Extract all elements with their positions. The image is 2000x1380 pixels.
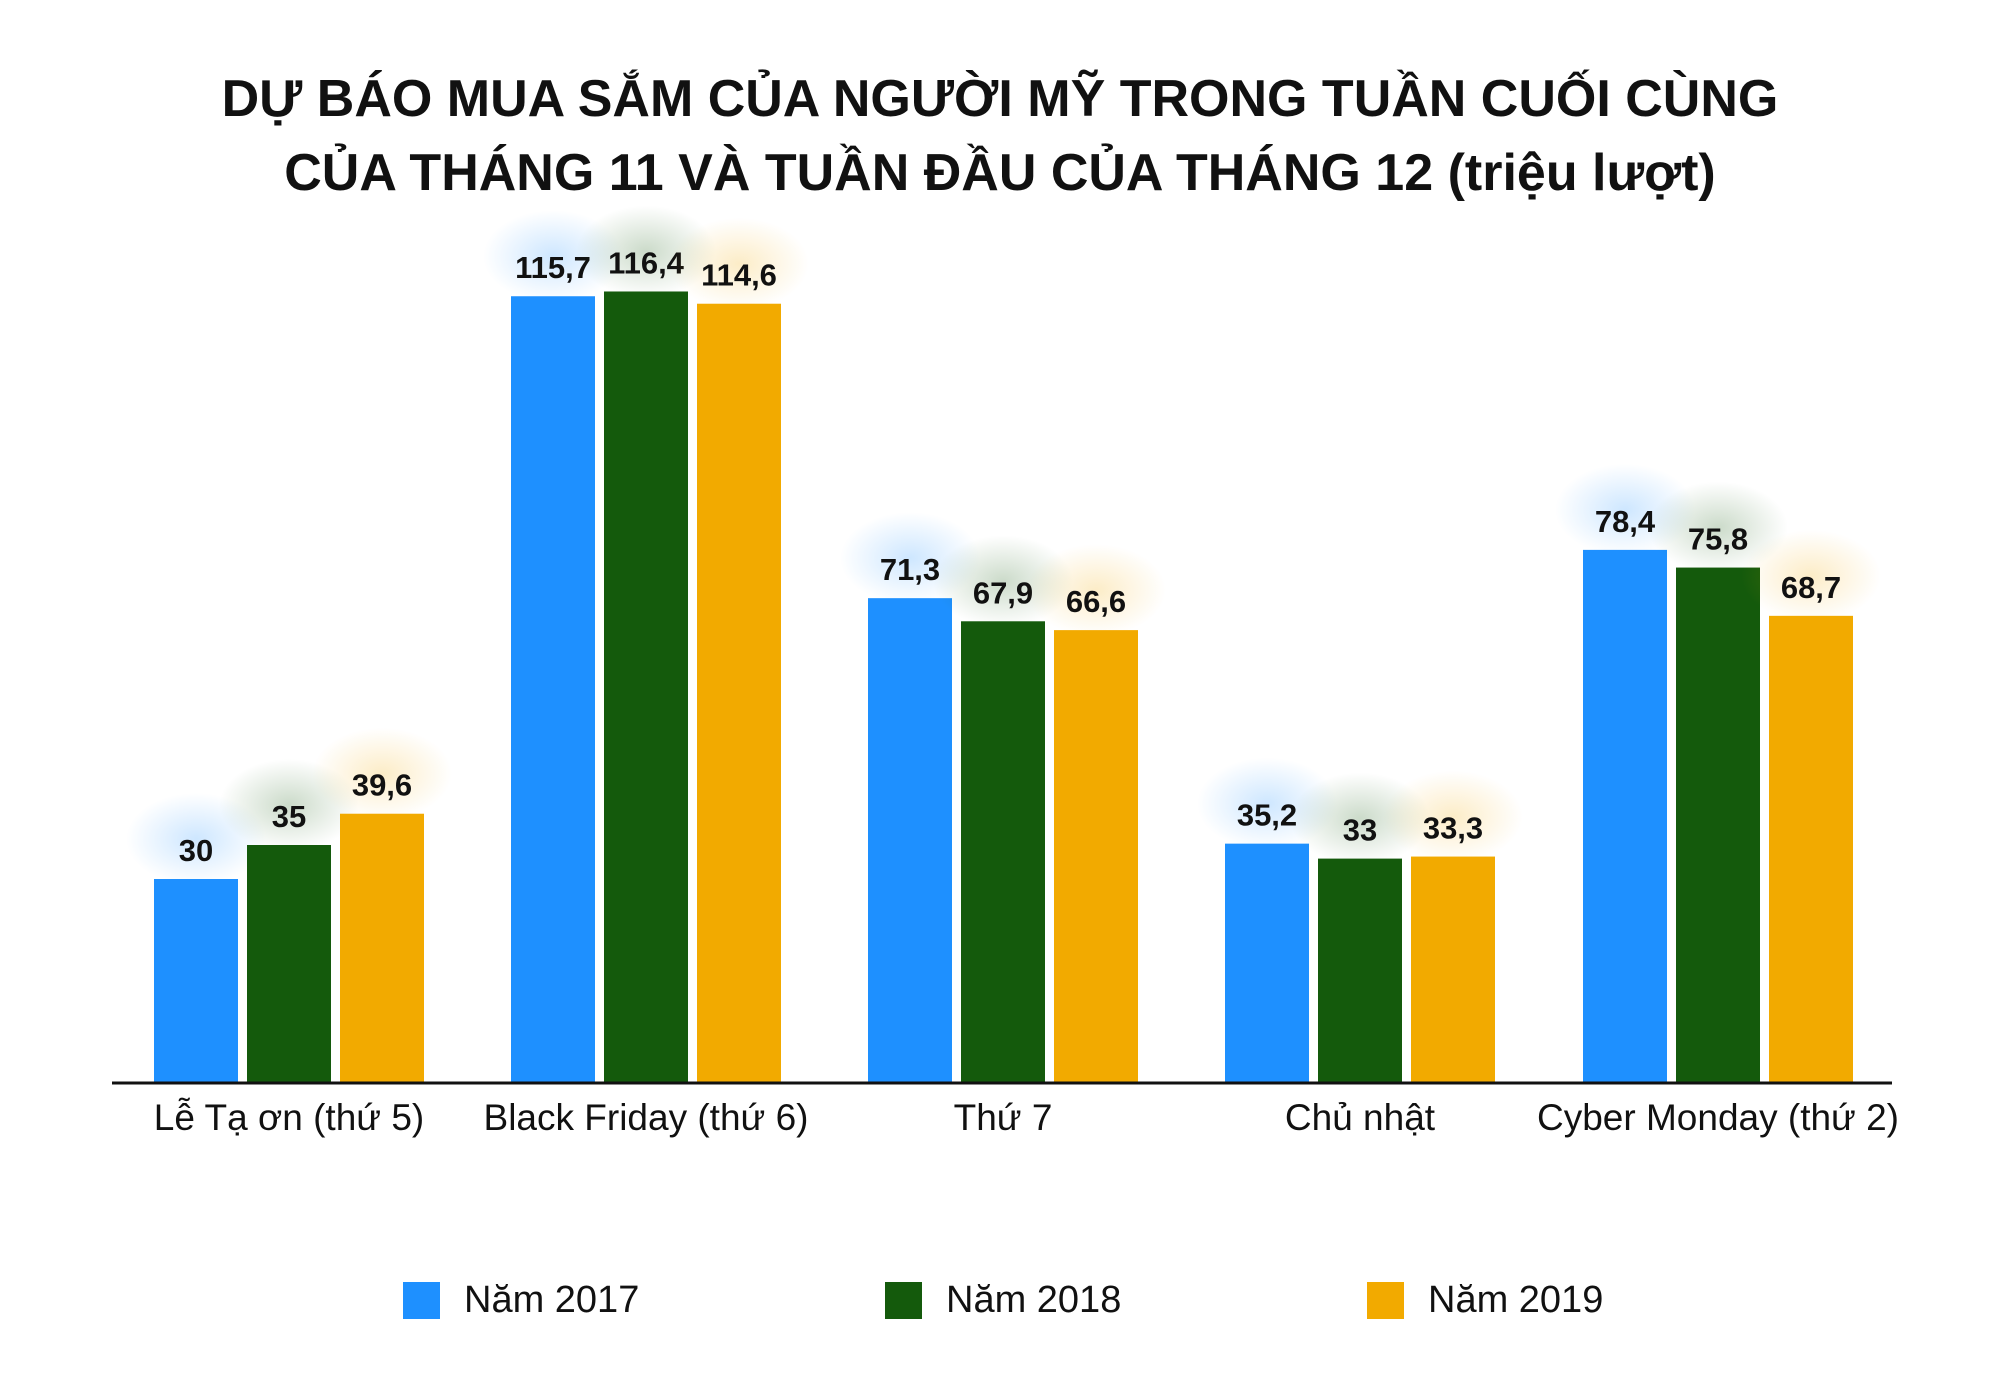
legend-item: Năm 2019 <box>1367 1270 1603 1330</box>
value-label-glow <box>1026 544 1166 637</box>
value-label-glow <box>1741 529 1881 622</box>
value-label: 75,8 <box>1688 522 1748 557</box>
category-label: Thứ 7 <box>954 1097 1053 1138</box>
value-label: 39,6 <box>352 768 412 803</box>
bar-3-3 <box>1054 630 1138 1083</box>
bar-2-1 <box>247 845 331 1083</box>
category-label: Black Friday (thứ 6) <box>484 1097 809 1138</box>
bar-3-2 <box>697 303 781 1084</box>
bar-1-3 <box>868 598 952 1083</box>
value-label: 30 <box>179 833 213 868</box>
value-label-glow <box>1383 770 1523 863</box>
bar-1-1 <box>154 879 238 1083</box>
bar-1-4 <box>1225 843 1309 1083</box>
chart-title: DỰ BÁO MUA SẮM CỦA NGƯỜI MỸ TRONG TUẦN C… <box>0 62 2000 210</box>
value-label: 71,3 <box>880 552 940 587</box>
value-label: 66,6 <box>1066 584 1126 619</box>
value-label-glow <box>312 727 452 820</box>
value-label-glow <box>669 217 809 310</box>
bar-2-5 <box>1676 567 1760 1083</box>
value-label: 35,2 <box>1237 798 1297 833</box>
bar-3-4 <box>1411 856 1495 1083</box>
value-label: 67,9 <box>973 575 1033 610</box>
bar-2-4 <box>1318 858 1402 1083</box>
legend-swatch <box>403 1281 440 1319</box>
legend: Năm 2017 Năm 2018 Năm 2019 <box>0 1270 2000 1330</box>
chart-title-line-2: CỦA THÁNG 11 VÀ TUẦN ĐẦU CỦA THÁNG 12 (t… <box>284 144 1716 202</box>
category-label: Cyber Monday (thứ 2) <box>1537 1097 1899 1138</box>
value-label: 33,3 <box>1423 811 1483 846</box>
value-label: 78,4 <box>1595 504 1656 539</box>
value-label: 35 <box>272 799 306 834</box>
value-label: 114,6 <box>701 258 777 293</box>
bar-3-1 <box>340 813 424 1083</box>
legend-swatch <box>885 1281 922 1319</box>
legend-label: Năm 2018 <box>946 1278 1122 1321</box>
bar-1-2 <box>511 296 595 1083</box>
category-label: Lễ Tạ ơn (thứ 5) <box>154 1097 424 1138</box>
bar-3-5 <box>1769 615 1853 1083</box>
value-label: 33 <box>1343 813 1377 848</box>
bar-2-2 <box>604 291 688 1084</box>
bar-2-3 <box>961 621 1045 1083</box>
bar-1-5 <box>1583 549 1667 1083</box>
legend-item: Năm 2017 <box>403 1270 639 1330</box>
category-label: Chủ nhật <box>1285 1097 1436 1138</box>
value-label: 68,7 <box>1781 570 1841 605</box>
legend-label: Năm 2019 <box>1428 1278 1604 1321</box>
chart-title-line-1: DỰ BÁO MUA SẮM CỦA NGƯỜI MỸ TRONG TUẦN C… <box>221 70 1779 128</box>
legend-swatch <box>1367 1281 1404 1319</box>
legend-item: Năm 2018 <box>885 1270 1121 1330</box>
legend-label: Năm 2017 <box>464 1278 640 1321</box>
